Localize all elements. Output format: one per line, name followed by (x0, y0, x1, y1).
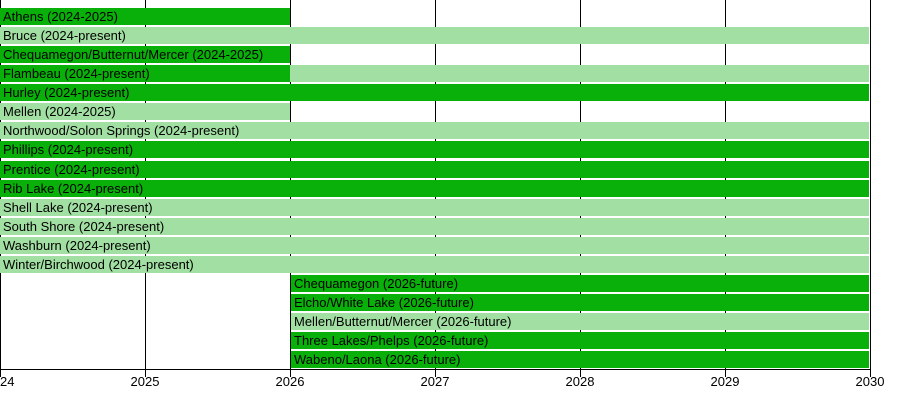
bar-row-elcho-white-lake: Elcho/White Lake (2026-future) (291, 294, 869, 311)
bar-label: Mellen (2024-2025) (3, 104, 116, 119)
bar-segment-dark-green (0, 84, 869, 101)
bar-segment-dark-green (291, 294, 869, 311)
axis-tick-2029 (725, 370, 726, 377)
bar-row-washburn: Washburn (2024-present) (0, 237, 869, 254)
bar-label: Hurley (2024-present) (3, 85, 130, 100)
bar-row-three-lakes-phelps: Three Lakes/Phelps (2026-future) (291, 332, 869, 349)
bar-segment-light-green (0, 256, 869, 273)
bar-segment-dark-green (0, 8, 290, 25)
bar-row-bruce: Bruce (2024-present) (0, 27, 869, 44)
bar-segment-dark-green (291, 332, 869, 349)
bar-row-chequamegon-butternut-mercer: Chequamegon/Butternut/Mercer (2024-2025) (0, 46, 290, 63)
axis-tick-2027 (435, 370, 436, 377)
bar-label: Chequamegon (2026-future) (294, 276, 459, 291)
bar-segment-light-green (0, 27, 869, 44)
axis-tick-2028 (580, 370, 581, 377)
bar-label: Rib Lake (2024-present) (3, 181, 144, 196)
x-axis-line (0, 369, 871, 370)
bar-segment-dark-green (0, 65, 290, 82)
bar-row-rib-lake: Rib Lake (2024-present) (0, 180, 869, 197)
bar-segment-light-green (291, 313, 869, 330)
axis-tick-2025 (145, 370, 146, 377)
bar-row-chequamegon: Chequamegon (2026-future) (291, 275, 869, 292)
bar-label: Wabeno/Laona (2026-future) (294, 352, 461, 367)
bar-row-flambeau: Flambeau (2024-present) (0, 65, 869, 82)
bar-row-athens: Athens (2024-2025) (0, 8, 290, 25)
bar-segment-dark-green (0, 46, 290, 63)
axis-label-2025: 2025 (130, 374, 160, 389)
bar-segment-dark-green (291, 351, 869, 368)
bar-label: Washburn (2024-present) (3, 238, 151, 253)
bar-row-northwood-solon-springs: Northwood/Solon Springs (2024-present) (0, 122, 869, 139)
bar-label: South Shore (2024-present) (3, 219, 165, 234)
axis-label-2024: 2024 (0, 374, 15, 389)
bar-label: Prentice (2024-present) (3, 162, 140, 177)
bar-label: Winter/Birchwood (2024-present) (3, 257, 194, 272)
bar-label: Flambeau (2024-present) (3, 66, 150, 81)
bar-row-shell-lake: Shell Lake (2024-present) (0, 199, 869, 216)
bar-segment-dark-green (0, 161, 869, 178)
bar-label: Mellen/Butternut/Mercer (2026-future) (294, 314, 512, 329)
axis-label-2030: 2030 (855, 374, 885, 389)
bar-row-mellen-butternut-mercer: Mellen/Butternut/Mercer (2026-future) (291, 313, 869, 330)
bar-row-hurley: Hurley (2024-present) (0, 84, 869, 101)
bar-row-phillips: Phillips (2024-present) (0, 141, 869, 158)
bar-segment-light-green (290, 65, 869, 82)
axis-tick-2030 (870, 370, 871, 377)
bar-label: Chequamegon/Butternut/Mercer (2024-2025) (3, 47, 264, 62)
bar-label: Elcho/White Lake (2026-future) (294, 295, 474, 310)
bar-segment-dark-green (0, 180, 869, 197)
axis-tick-2024 (0, 370, 1, 377)
bar-label: Three Lakes/Phelps (2026-future) (294, 333, 489, 348)
bar-label: Phillips (2024-present) (3, 142, 134, 157)
bar-row-winter-birchwood: Winter/Birchwood (2024-present) (0, 256, 869, 273)
bar-label: Northwood/Solon Springs (2024-present) (3, 123, 240, 138)
bar-segment-dark-green (291, 275, 869, 292)
axis-label-2028: 2028 (565, 374, 595, 389)
bar-label: Athens (2024-2025) (3, 9, 118, 24)
axis-label-2026: 2026 (275, 374, 305, 389)
bar-segment-light-green (0, 199, 869, 216)
bar-row-prentice: Prentice (2024-present) (0, 161, 869, 178)
bar-row-south-shore: South Shore (2024-present) (0, 218, 869, 235)
bar-label: Bruce (2024-present) (3, 28, 126, 43)
axis-tick-2026 (290, 370, 291, 377)
axis-label-2029: 2029 (710, 374, 740, 389)
bar-segment-light-green (0, 122, 869, 139)
bar-row-wabeno-laona: Wabeno/Laona (2026-future) (291, 351, 869, 368)
bar-label: Shell Lake (2024-present) (3, 200, 153, 215)
bar-segment-light-green (0, 103, 290, 120)
bar-segment-dark-green (0, 141, 869, 158)
bar-segment-light-green (0, 218, 869, 235)
axis-label-2027: 2027 (420, 374, 450, 389)
bar-row-mellen: Mellen (2024-2025) (0, 103, 290, 120)
gridline-2030 (870, 0, 871, 369)
bar-segment-light-green (0, 237, 869, 254)
